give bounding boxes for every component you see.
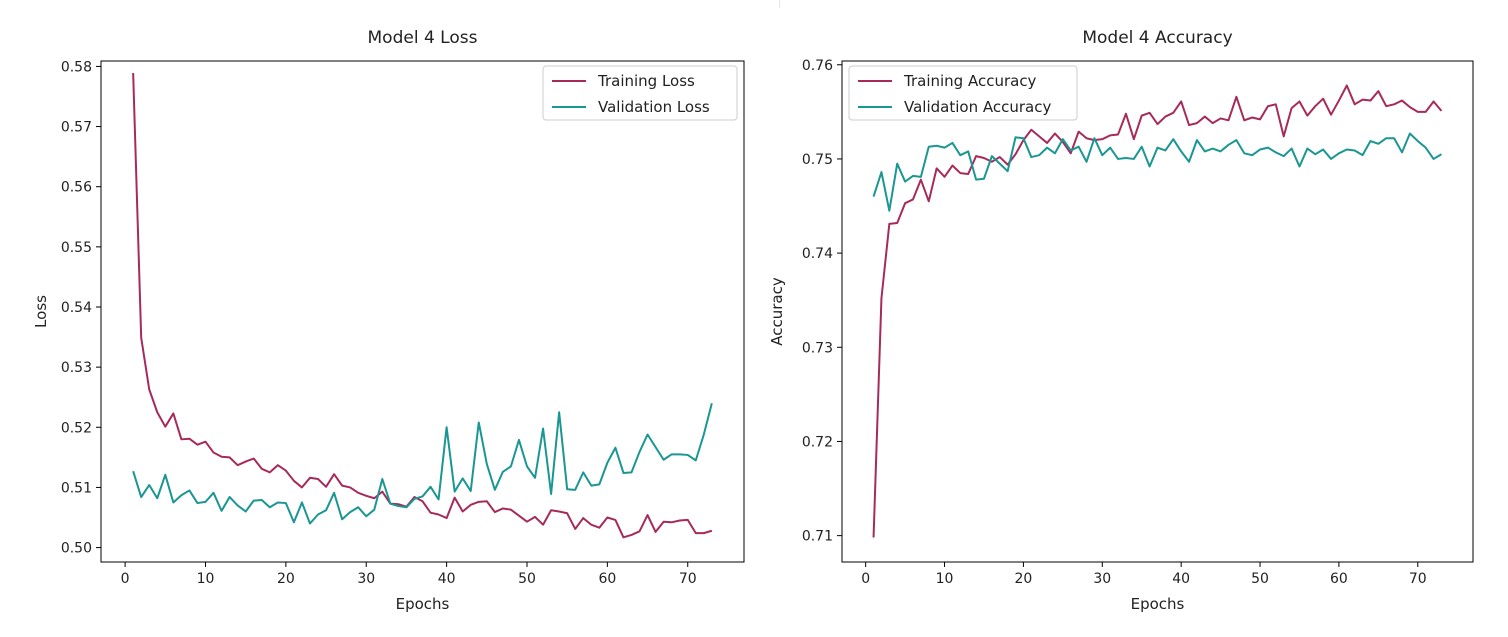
y-tick-label: 0.56 [61, 180, 92, 196]
y-tick-label: 0.51 [61, 480, 92, 496]
x-tick-label: 40 [1172, 571, 1190, 587]
series-line-validation-loss [132, 402, 713, 525]
y-tick-label: 0.57 [61, 120, 92, 136]
y-tick-label: 0.74 [802, 246, 833, 262]
loss-chart: Model 4 Loss 0 10 20 30 40 50 60 70 0.50 0.51 0.52 0… [32, 28, 745, 613]
x-tick-label: 70 [1409, 571, 1427, 587]
y-tick-label: 0.58 [61, 59, 92, 75]
chart-title: Model 4 Loss [368, 28, 478, 48]
y-tick-label: 0.50 [61, 541, 92, 557]
y-tick-label: 0.55 [61, 240, 92, 256]
series-line-validation-accuracy [872, 132, 1442, 212]
accuracy-chart: Model 4 Accuracy 0 10 20 30 40 50 60 70 0.71 0.72 0… [768, 28, 1474, 613]
x-tick-label: 20 [277, 571, 295, 587]
x-tick-label: 40 [438, 571, 456, 587]
y-tick-label: 0.73 [802, 340, 833, 356]
y-tick-label: 0.72 [802, 434, 833, 450]
x-tick-label: 0 [861, 571, 870, 587]
legend-label: Validation Accuracy [904, 98, 1051, 116]
x-tick-label: 10 [197, 571, 215, 587]
x-tick-label: 60 [1330, 571, 1348, 587]
plot-frame [841, 60, 1474, 563]
y-tick-label: 0.71 [802, 529, 833, 545]
x-tick-label: 50 [518, 571, 536, 587]
x-tick-label: 30 [1093, 571, 1111, 587]
y-tick-label: 0.54 [61, 300, 92, 316]
y-tick-label: 0.53 [61, 360, 92, 376]
series-line-training-loss [132, 72, 713, 539]
legend-label: Validation Loss [598, 98, 710, 116]
y-axis-label: Loss [32, 295, 50, 328]
x-tick-label: 70 [679, 571, 697, 587]
legend-box [848, 65, 1078, 121]
x-tick-label: 0 [121, 571, 130, 587]
chart-title: Model 4 Accuracy [1082, 28, 1232, 48]
y-axis-label: Accuracy [768, 277, 786, 346]
y-tick-label: 0.76 [802, 58, 833, 74]
x-tick-label: 30 [357, 571, 375, 587]
x-tick-label: 20 [1014, 571, 1032, 587]
x-axis-label: Epochs [396, 595, 450, 613]
x-tick-label: 50 [1251, 571, 1269, 587]
legend-label: Training Loss [597, 72, 695, 90]
series-line-training-accuracy [872, 84, 1443, 538]
x-tick-label: 60 [598, 571, 616, 587]
y-tick-label: 0.75 [802, 152, 833, 168]
y-tick-label: 0.52 [61, 420, 92, 436]
panel-divider [779, 0, 780, 8]
legend-label: Training Accuracy [903, 72, 1037, 90]
legend-box [542, 65, 738, 121]
x-axis-label: Epochs [1131, 595, 1185, 613]
x-tick-label: 10 [936, 571, 954, 587]
plot-frame [100, 60, 745, 563]
